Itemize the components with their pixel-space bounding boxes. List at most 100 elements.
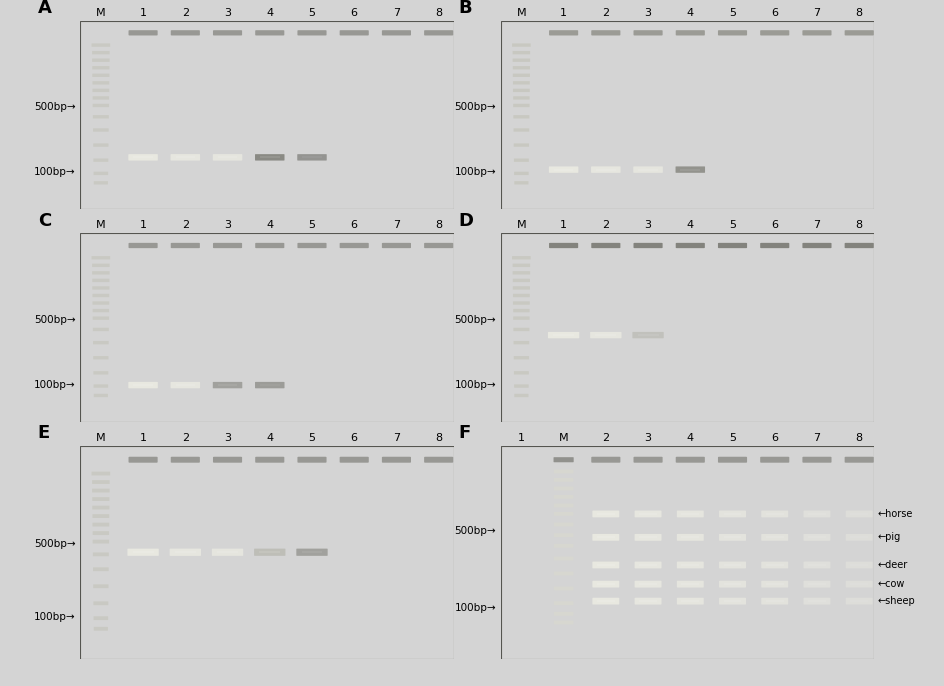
Bar bbox=[638, 536, 656, 539]
Text: 4: 4 bbox=[266, 433, 273, 443]
FancyBboxPatch shape bbox=[514, 356, 529, 359]
Text: 5: 5 bbox=[728, 8, 735, 18]
Bar bbox=[596, 169, 615, 171]
FancyBboxPatch shape bbox=[93, 158, 109, 162]
Bar bbox=[850, 583, 868, 585]
FancyBboxPatch shape bbox=[513, 309, 529, 312]
Text: ←sheep: ←sheep bbox=[877, 596, 915, 606]
Bar bbox=[217, 156, 237, 158]
FancyBboxPatch shape bbox=[296, 549, 328, 556]
FancyBboxPatch shape bbox=[424, 30, 453, 36]
FancyBboxPatch shape bbox=[171, 243, 199, 248]
FancyBboxPatch shape bbox=[93, 279, 110, 282]
Bar bbox=[680, 169, 700, 171]
FancyBboxPatch shape bbox=[717, 243, 747, 248]
Text: 3: 3 bbox=[224, 220, 230, 230]
FancyBboxPatch shape bbox=[553, 504, 573, 508]
Bar bbox=[681, 513, 699, 515]
FancyBboxPatch shape bbox=[591, 457, 619, 462]
FancyBboxPatch shape bbox=[255, 30, 284, 36]
FancyBboxPatch shape bbox=[553, 571, 573, 576]
FancyBboxPatch shape bbox=[676, 562, 703, 569]
FancyBboxPatch shape bbox=[513, 294, 530, 297]
Bar bbox=[723, 513, 741, 515]
Bar bbox=[597, 513, 614, 515]
FancyBboxPatch shape bbox=[513, 73, 530, 77]
Text: 1: 1 bbox=[140, 8, 146, 18]
Bar bbox=[260, 384, 279, 386]
FancyBboxPatch shape bbox=[93, 286, 110, 289]
FancyBboxPatch shape bbox=[513, 301, 530, 305]
FancyBboxPatch shape bbox=[553, 587, 573, 590]
FancyBboxPatch shape bbox=[212, 154, 242, 161]
FancyBboxPatch shape bbox=[513, 104, 529, 107]
FancyBboxPatch shape bbox=[675, 30, 704, 36]
FancyBboxPatch shape bbox=[514, 172, 528, 175]
Text: 6: 6 bbox=[770, 433, 778, 443]
Text: 500bp→: 500bp→ bbox=[34, 315, 76, 325]
FancyBboxPatch shape bbox=[339, 30, 368, 36]
FancyBboxPatch shape bbox=[632, 167, 662, 173]
Text: 500bp→: 500bp→ bbox=[454, 526, 496, 536]
FancyBboxPatch shape bbox=[718, 598, 745, 604]
Text: 5: 5 bbox=[308, 433, 315, 443]
FancyBboxPatch shape bbox=[553, 495, 573, 499]
FancyBboxPatch shape bbox=[93, 115, 109, 119]
Text: ←pig: ←pig bbox=[877, 532, 901, 543]
FancyBboxPatch shape bbox=[128, 154, 158, 161]
Text: 100bp→: 100bp→ bbox=[454, 380, 496, 390]
FancyBboxPatch shape bbox=[93, 506, 110, 510]
FancyBboxPatch shape bbox=[761, 581, 787, 587]
FancyBboxPatch shape bbox=[170, 382, 200, 388]
Bar bbox=[595, 334, 615, 336]
Text: 2: 2 bbox=[601, 220, 609, 230]
FancyBboxPatch shape bbox=[93, 66, 110, 69]
Text: 8: 8 bbox=[854, 8, 862, 18]
Text: C: C bbox=[38, 212, 51, 230]
Text: 4: 4 bbox=[686, 220, 693, 230]
FancyBboxPatch shape bbox=[93, 540, 109, 543]
FancyBboxPatch shape bbox=[339, 243, 368, 248]
FancyBboxPatch shape bbox=[93, 301, 110, 305]
FancyBboxPatch shape bbox=[381, 30, 411, 36]
FancyBboxPatch shape bbox=[128, 457, 158, 462]
Bar bbox=[681, 583, 699, 585]
FancyBboxPatch shape bbox=[632, 243, 662, 248]
FancyBboxPatch shape bbox=[254, 549, 285, 556]
Text: 8: 8 bbox=[434, 433, 442, 443]
FancyBboxPatch shape bbox=[553, 602, 573, 605]
FancyBboxPatch shape bbox=[297, 457, 327, 462]
FancyBboxPatch shape bbox=[93, 128, 109, 132]
Bar bbox=[681, 564, 699, 566]
FancyBboxPatch shape bbox=[93, 531, 109, 535]
Bar bbox=[175, 551, 195, 554]
FancyBboxPatch shape bbox=[590, 167, 620, 173]
Text: 4: 4 bbox=[266, 8, 273, 18]
FancyBboxPatch shape bbox=[170, 154, 200, 161]
FancyBboxPatch shape bbox=[718, 534, 745, 541]
Text: F: F bbox=[458, 425, 470, 442]
FancyBboxPatch shape bbox=[634, 598, 661, 604]
FancyBboxPatch shape bbox=[92, 43, 110, 47]
FancyBboxPatch shape bbox=[93, 104, 109, 107]
FancyBboxPatch shape bbox=[93, 602, 109, 605]
FancyBboxPatch shape bbox=[513, 88, 530, 92]
Bar bbox=[723, 583, 741, 585]
FancyBboxPatch shape bbox=[512, 43, 531, 47]
FancyBboxPatch shape bbox=[634, 510, 661, 517]
FancyBboxPatch shape bbox=[513, 286, 530, 289]
Text: 6: 6 bbox=[350, 220, 358, 230]
FancyBboxPatch shape bbox=[590, 332, 621, 338]
FancyBboxPatch shape bbox=[513, 316, 529, 320]
FancyBboxPatch shape bbox=[297, 30, 327, 36]
FancyBboxPatch shape bbox=[844, 30, 873, 36]
FancyBboxPatch shape bbox=[170, 549, 201, 556]
Text: 7: 7 bbox=[813, 8, 819, 18]
FancyBboxPatch shape bbox=[845, 534, 871, 541]
FancyBboxPatch shape bbox=[634, 581, 661, 587]
Text: M: M bbox=[96, 8, 106, 18]
FancyBboxPatch shape bbox=[92, 480, 110, 484]
Text: A: A bbox=[38, 0, 52, 17]
Bar bbox=[638, 583, 656, 585]
FancyBboxPatch shape bbox=[591, 30, 619, 36]
